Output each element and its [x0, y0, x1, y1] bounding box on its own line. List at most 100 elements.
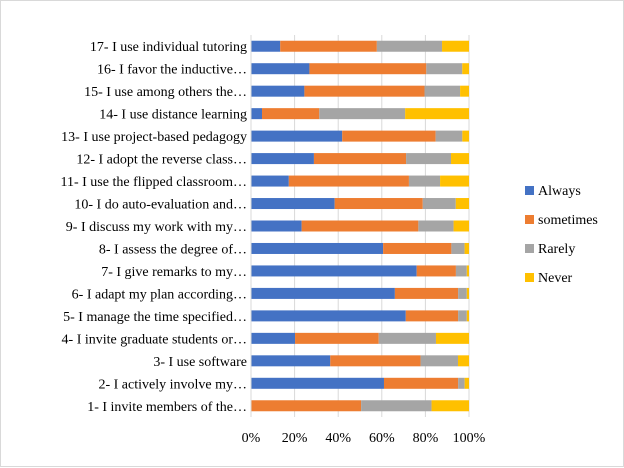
- bar-segment: [342, 130, 436, 142]
- bar-segment: [458, 287, 467, 299]
- category-label: 3- I use software: [153, 355, 247, 370]
- bar-segment: [442, 40, 469, 52]
- bar-segment: [458, 310, 467, 322]
- bar-segment: [383, 242, 452, 254]
- bar-segment: [431, 400, 469, 412]
- x-tick-label: 60%: [369, 431, 395, 446]
- bar-segment: [464, 377, 469, 389]
- bar-segment: [251, 130, 343, 142]
- x-tick-label: 20%: [282, 431, 308, 446]
- bar-segment: [330, 355, 421, 367]
- category-label: 5- I manage the time specified…: [63, 310, 247, 325]
- legend-swatch: [525, 273, 534, 282]
- category-label: 6- I adapt my plan according…: [72, 287, 247, 302]
- bar-segment: [251, 198, 335, 210]
- bar-segment: [451, 242, 465, 254]
- bar-segment: [251, 175, 289, 187]
- bar-segment: [422, 198, 456, 210]
- bar-segment: [251, 287, 395, 299]
- bar-segment: [418, 220, 454, 232]
- bar-segment: [394, 287, 459, 299]
- bar-segment: [251, 310, 406, 322]
- category-label: 10- I do auto-evaluation and…: [74, 198, 247, 213]
- bar-segment: [455, 265, 467, 277]
- category-label: 16- I favor the inductive…: [97, 63, 247, 78]
- x-tick-label: 0%: [242, 431, 261, 446]
- category-label: 14- I use distance learning: [99, 108, 247, 123]
- bar-segment: [301, 220, 419, 232]
- bar-segment: [280, 40, 377, 52]
- bar-segment: [309, 63, 427, 75]
- x-tick-label: 80%: [413, 431, 439, 446]
- bar-segment: [462, 63, 469, 75]
- bar-segment: [319, 108, 406, 120]
- category-label: 17- I use individual tutoring: [90, 40, 247, 55]
- bar-segment: [334, 198, 423, 210]
- bar-segment: [462, 130, 469, 142]
- bar-segment: [288, 175, 409, 187]
- x-tick-label: 40%: [325, 431, 351, 446]
- category-label: 11- I use the flipped classroom…: [61, 175, 248, 190]
- category-label: 9- I discuss my work with my…: [66, 220, 247, 235]
- bar-segment: [262, 108, 320, 120]
- bar-segment: [435, 130, 463, 142]
- legend-swatch: [525, 244, 534, 253]
- legend-label: Rarely: [538, 242, 575, 257]
- bar-segment: [251, 242, 384, 254]
- bar-segment: [361, 400, 432, 412]
- bar-segment: [416, 265, 456, 277]
- bar-segment: [451, 153, 469, 165]
- bar-segment: [304, 85, 425, 97]
- bar-segment: [251, 108, 263, 120]
- bar-segment: [378, 332, 436, 344]
- bar-segment: [251, 332, 296, 344]
- bar-segment: [458, 377, 465, 389]
- category-label: 13- I use project-based pedagogy: [61, 130, 247, 145]
- bar-segment: [455, 198, 469, 210]
- bar-segment: [376, 40, 443, 52]
- category-label: 1- I invite members of the…: [87, 400, 247, 415]
- bar-segment: [383, 377, 459, 389]
- legend-label: sometimes: [538, 213, 598, 228]
- bar-segment: [464, 242, 469, 254]
- bar-segment: [313, 153, 407, 165]
- bar-segment: [408, 175, 441, 187]
- bar-segment: [453, 220, 469, 232]
- bar-segment: [424, 85, 461, 97]
- bar-segment: [251, 85, 305, 97]
- category-label: 2- I actively involve my…: [98, 377, 247, 392]
- bar-segment: [466, 287, 469, 299]
- bar-segment: [251, 265, 417, 277]
- bar-segment: [405, 108, 469, 120]
- bar-segment: [420, 355, 458, 367]
- category-label: 4- I invite graduate students or…: [62, 332, 247, 347]
- bar-segment: [405, 310, 459, 322]
- legend-label: Always: [538, 184, 581, 199]
- bar-segment: [295, 332, 379, 344]
- legend-swatch: [525, 215, 534, 224]
- bar-segment: [251, 63, 310, 75]
- category-label: 8- I assess the degree of…: [99, 242, 247, 257]
- bar-segment: [406, 153, 452, 165]
- category-label: 7- I give remarks to my…: [101, 265, 247, 280]
- bar-segment: [457, 355, 469, 367]
- bar-segment: [466, 310, 469, 322]
- x-tick-label: 100%: [453, 431, 486, 446]
- bar-segment: [466, 265, 469, 277]
- bar-segment: [251, 355, 331, 367]
- legend-swatch: [525, 186, 534, 195]
- bar-segment: [435, 332, 469, 344]
- bar-segment: [251, 377, 384, 389]
- bar-segment: [251, 40, 281, 52]
- bar-segment: [251, 153, 314, 165]
- bar-segment: [440, 175, 469, 187]
- legend-label: Never: [538, 271, 573, 286]
- bar-segment: [251, 220, 302, 232]
- category-label: 12- I adopt the reverse class…: [76, 153, 247, 168]
- category-label: 15- I use among others the…: [84, 85, 247, 100]
- bar-segment: [251, 400, 362, 412]
- bar-segment: [460, 85, 469, 97]
- bar-segment: [426, 63, 463, 75]
